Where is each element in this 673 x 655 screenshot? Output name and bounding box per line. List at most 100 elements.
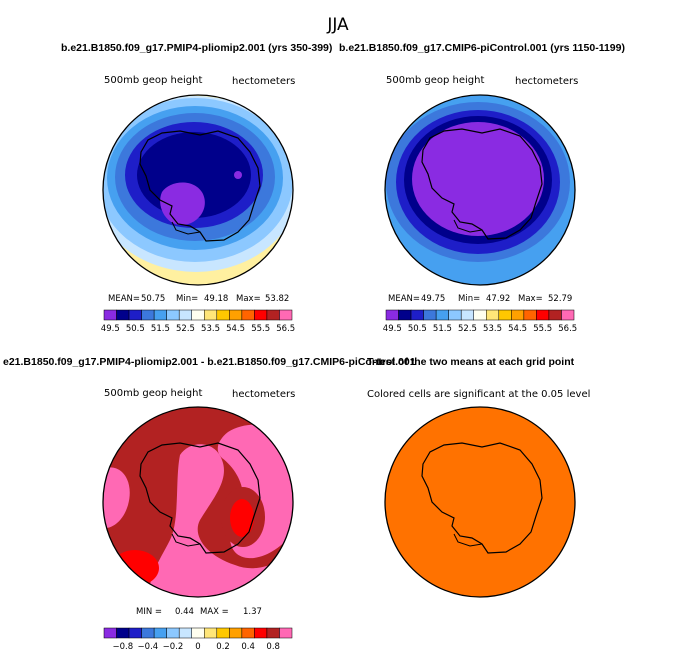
colorbar-tick-label: 49.5 xyxy=(101,324,120,334)
difference-min-label: MIN = xyxy=(136,607,162,617)
colorbar-swatch xyxy=(498,309,512,321)
colorbar-swatch xyxy=(266,627,280,639)
colorbar-tick-label: 0.2 xyxy=(216,642,230,652)
panel-case1: 500mb geop height hectometers MEAN= 50.7… xyxy=(101,75,296,334)
case2-units-label: hectometers xyxy=(515,76,578,87)
case2-max-value: 52.79 xyxy=(548,294,572,304)
colorbar-tick-label: 53.5 xyxy=(201,324,220,334)
case2-title: b.e21.B1850.f09_g17.CMIP6-piControl.001 … xyxy=(339,42,625,54)
colorbar-swatch xyxy=(116,309,130,321)
colorbar-swatch xyxy=(128,309,142,321)
colorbar-tick-label: 51.5 xyxy=(151,324,170,334)
colorbar-swatch xyxy=(423,309,437,321)
colorbar-swatch xyxy=(254,627,268,639)
colorbar-tick-label: 52.5 xyxy=(176,324,195,334)
colorbar-tick-label: 0.8 xyxy=(266,642,280,652)
colorbar-tick-label: 50.5 xyxy=(126,324,145,334)
panel-ttest: Colored cells are significant at the 0.0… xyxy=(367,389,590,598)
colorbar-tick-label: 55.5 xyxy=(251,324,270,334)
difference-map xyxy=(103,407,293,597)
case1-min-label: Min= xyxy=(176,294,198,304)
colorbar-swatch xyxy=(241,627,255,639)
colorbar-swatch xyxy=(279,309,293,321)
case2-min-value: 47.92 xyxy=(486,294,510,304)
colorbar-tick-label: −0.2 xyxy=(163,642,184,652)
colorbar-swatch xyxy=(116,627,130,639)
colorbar-tick-label: −0.4 xyxy=(138,642,159,652)
figure-title: JJA xyxy=(326,15,349,35)
case2-mean-value: 49.75 xyxy=(421,294,445,304)
difference-field-label: 500mb geop height xyxy=(104,388,202,399)
case1-min-value: 49.18 xyxy=(204,294,228,304)
colorbar-tick-label: 54.5 xyxy=(508,324,527,334)
case1-max-label: Max= xyxy=(236,294,261,304)
colorbar-swatch xyxy=(128,627,142,639)
colorbar-swatch xyxy=(166,309,180,321)
case1-max-value: 53.82 xyxy=(265,294,289,304)
case1-field-label: 500mb geop height xyxy=(104,75,202,86)
ttest-significance-field xyxy=(385,407,575,597)
colorbar-tick-label: 0 xyxy=(195,642,200,652)
panel-difference: 500mb geop height hectometers MIN = 0.44… xyxy=(102,388,295,652)
colorbar-swatch xyxy=(473,309,487,321)
colorbar-tick-label: 53.5 xyxy=(483,324,502,334)
case1-mean-value: 50.75 xyxy=(141,294,165,304)
case2-min-label: Min= xyxy=(458,294,480,304)
case1-colorbar: 49.5 50.5 51.5 52.5 53.5 54.5 55.5 56.5 xyxy=(101,309,295,334)
colorbar-tick-label: 55.5 xyxy=(533,324,552,334)
colorbar-swatch xyxy=(204,627,218,639)
colorbar-swatch xyxy=(191,309,205,321)
case2-map xyxy=(385,95,575,285)
colorbar-swatch xyxy=(511,309,525,321)
colorbar-swatch xyxy=(435,309,449,321)
colorbar-swatch xyxy=(279,627,293,639)
case2-mean-label: MEAN= xyxy=(388,294,420,304)
panel-case2: 500mb geop height hectometers MEAN= 49.7… xyxy=(383,75,579,334)
colorbar-swatch xyxy=(241,309,255,321)
colorbar-swatch xyxy=(153,627,167,639)
difference-units-label: hectometers xyxy=(232,389,295,400)
difference-max-value: 1.37 xyxy=(243,607,262,617)
colorbar-tick-label: 49.5 xyxy=(383,324,402,334)
colorbar-tick-label: 56.5 xyxy=(558,324,577,334)
colorbar-swatch xyxy=(460,309,474,321)
colorbar-swatch xyxy=(178,627,192,639)
colorbar-swatch xyxy=(561,309,575,321)
colorbar-tick-label: 56.5 xyxy=(276,324,295,334)
colorbar-swatch xyxy=(166,627,180,639)
colorbar-swatch xyxy=(103,309,117,321)
difference-max-label: MAX = xyxy=(200,607,229,617)
case2-colorbar: 49.5 50.5 51.5 52.5 53.5 54.5 55.5 56.5 xyxy=(383,309,577,334)
colorbar-swatch xyxy=(266,309,280,321)
colorbar-swatch xyxy=(153,309,167,321)
colorbar-swatch xyxy=(229,627,243,639)
colorbar-swatch xyxy=(448,309,462,321)
colorbar-swatch xyxy=(486,309,500,321)
colorbar-swatch xyxy=(103,627,117,639)
colorbar-swatch xyxy=(216,309,230,321)
colorbar-swatch xyxy=(216,627,230,639)
ttest-map xyxy=(421,442,543,554)
difference-min-value: 0.44 xyxy=(175,607,194,617)
difference-colorbar: −0.8 −0.4 −0.2 0 0.2 0.4 0.8 xyxy=(103,627,293,652)
colorbar-swatch xyxy=(141,627,155,639)
colorbar-swatch xyxy=(523,309,537,321)
colorbar-swatch xyxy=(254,309,268,321)
case1-units-label: hectometers xyxy=(232,76,295,87)
colorbar-swatch xyxy=(141,309,155,321)
colorbar-tick-label: −0.8 xyxy=(112,642,133,652)
ttest-title: T-test of the two means at each grid poi… xyxy=(367,356,575,368)
colorbar-swatch xyxy=(536,309,550,321)
case1-mean-label: MEAN= xyxy=(108,294,140,304)
colorbar-swatch xyxy=(204,309,218,321)
difference-title: e21.B1850.f09_g17.PMIP4-pliomip2.001 - b… xyxy=(3,356,416,368)
colorbar-tick-label: 0.4 xyxy=(241,642,255,652)
colorbar-swatch xyxy=(398,309,412,321)
colorbar-swatch xyxy=(410,309,424,321)
colorbar-swatch xyxy=(229,309,243,321)
colorbar-swatch xyxy=(548,309,562,321)
case2-field-label: 500mb geop height xyxy=(386,75,484,86)
colorbar-swatch xyxy=(191,627,205,639)
ttest-note: Colored cells are significant at the 0.0… xyxy=(367,389,590,400)
